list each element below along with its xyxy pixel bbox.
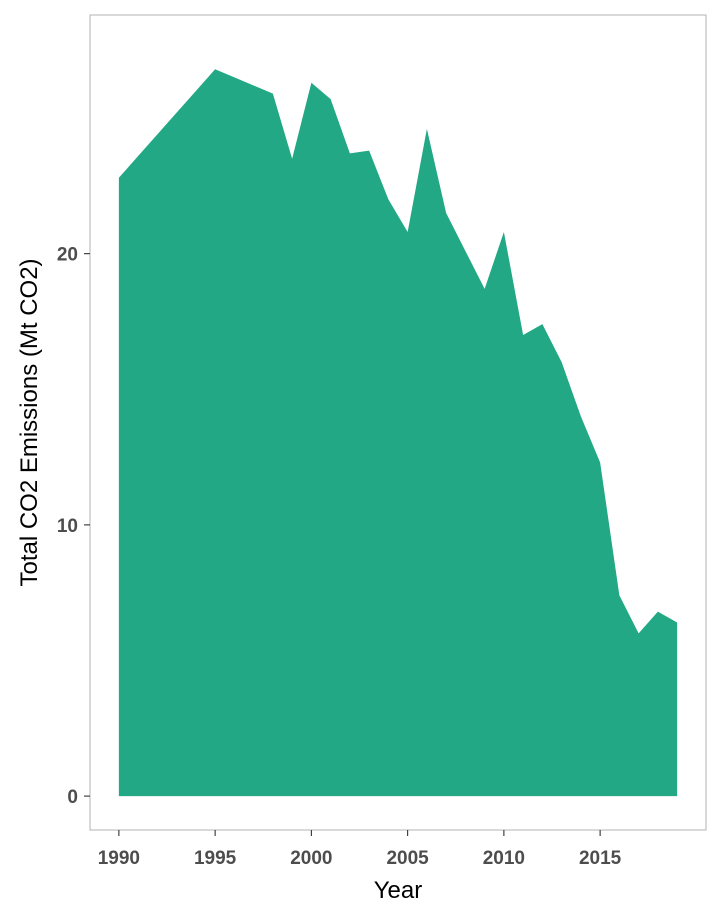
x-axis-title: Year [374, 877, 423, 904]
y-tick-label: 0 [67, 787, 78, 808]
y-axis-title: Total CO2 Emissions (Mt CO2) [16, 258, 43, 586]
y-tick-label: 20 [57, 245, 78, 266]
x-axis: 1990 1995 2000 2005 2010 2015 [98, 830, 622, 869]
x-tick-label: 2015 [579, 848, 622, 869]
x-tick-label: 2010 [483, 848, 525, 869]
area-layer [118, 69, 678, 797]
y-axis: 0 10 20 [57, 245, 90, 808]
x-tick-label: 2005 [386, 848, 429, 869]
panel-border [89, 14, 707, 831]
x-tick-label: 1995 [194, 848, 237, 869]
x-tick-label: 1990 [98, 848, 140, 869]
plot-panel [89, 14, 707, 831]
y-tick-label: 10 [57, 516, 78, 537]
x-tick-label: 2000 [290, 848, 332, 869]
area-series-0 [118, 69, 678, 797]
